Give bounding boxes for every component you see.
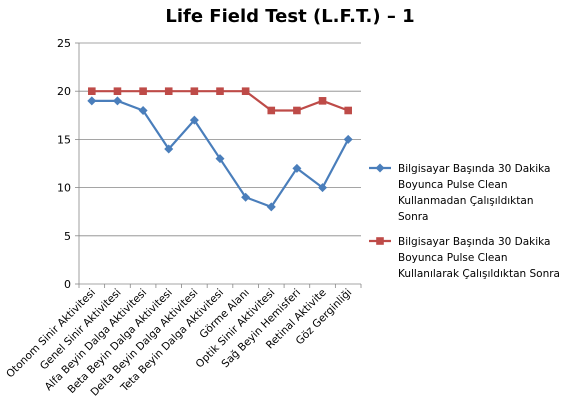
data-point (87, 96, 97, 106)
data-point (344, 106, 352, 115)
data-point (318, 183, 328, 193)
axes (75, 42, 362, 288)
y-tick-label: 20 (57, 85, 71, 98)
data-point (189, 115, 199, 125)
y-tick-label: 0 (64, 278, 71, 291)
y-tick-label: 25 (57, 37, 71, 50)
data-point (293, 106, 301, 115)
data-point (267, 106, 276, 115)
legend-item-2: Bilgisayar Başında 30 Dakika Boyunca Puls… (369, 236, 560, 280)
data-point (164, 87, 173, 95)
data-point (112, 96, 122, 106)
series-2 (88, 87, 352, 115)
gridlines (79, 42, 361, 237)
data-point (88, 87, 96, 95)
data-point (343, 134, 353, 144)
legend-label-line: Sonra (398, 211, 429, 223)
data-point (139, 87, 147, 95)
series-line (91, 99, 350, 208)
legend: Bilgisayar Başında 30 Dakika Boyunca Puls… (369, 163, 560, 280)
data-point (292, 163, 302, 173)
y-tick-label: 5 (64, 230, 71, 243)
data-point (190, 87, 199, 95)
legend-marker (375, 163, 385, 173)
data-point (216, 87, 224, 95)
legend-label-line: Kullanılarak Çalışıldıktan Sonra (398, 268, 560, 280)
data-point (215, 154, 225, 164)
legend-marker (376, 237, 384, 245)
data-point (318, 97, 327, 105)
legend-item-1: Bilgisayar Başında 30 Dakika Boyunca Puls… (369, 163, 551, 223)
data-point (138, 105, 148, 115)
series-1 (87, 96, 353, 212)
legend-label-line: Bilgisayar Başında 30 Dakika (398, 236, 551, 248)
data-point (113, 87, 122, 95)
legend-label-line: Kullanmadan Çalışıldıktan (398, 195, 533, 207)
data-point (241, 87, 250, 95)
data-point (241, 192, 251, 202)
series-group (87, 87, 353, 212)
y-tick-label: 15 (57, 133, 71, 146)
legend-label-line: Bilgisayar Başında 30 Dakika (398, 163, 551, 175)
data-point (266, 202, 276, 212)
legend-label-line: Boyunca Pulse Clean (398, 179, 507, 191)
chart-title: Life Field Test (L.F.T.) – 1 (165, 6, 414, 27)
y-axis-ticks: 0 5 10 15 20 25 (57, 37, 71, 291)
data-point (164, 144, 174, 154)
legend-label-line: Boyunca Pulse Clean (398, 252, 507, 264)
y-tick-label: 10 (57, 182, 71, 195)
